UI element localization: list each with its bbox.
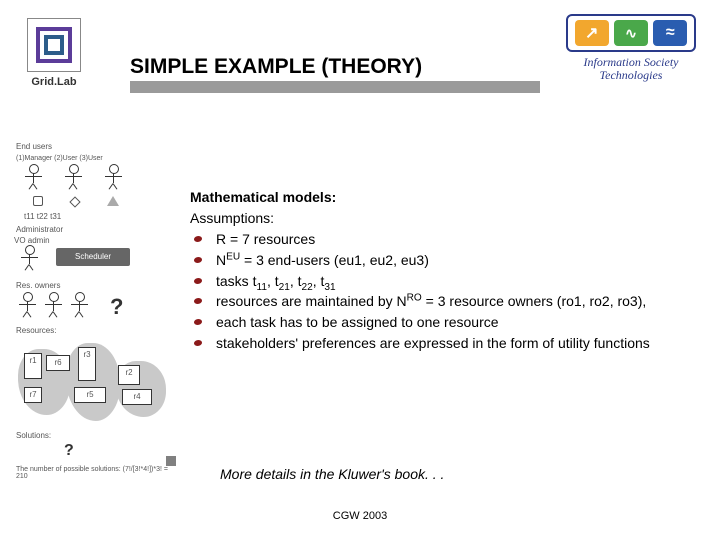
- resource-box: r2: [118, 365, 140, 385]
- stick-figure-icon: [16, 292, 38, 322]
- slide-title: SIMPLE EXAMPLE (THEORY): [130, 55, 540, 81]
- stick-figure-icon: [42, 292, 64, 322]
- diagram-end-users-label: End users: [16, 142, 176, 151]
- gridlab-logo-label: Grid.Lab: [18, 76, 90, 88]
- gridlab-logo-icon: [27, 18, 81, 72]
- diagram-solutions-label: Solutions:: [16, 431, 176, 440]
- stick-figure-icon: [18, 245, 40, 275]
- stick-figure-icon: [22, 164, 44, 194]
- bullet-item: stakeholders' preferences are expressed …: [208, 334, 690, 353]
- diagram-tasks-label: t11 t22 t31: [24, 212, 176, 221]
- footer: CGW 2003: [0, 510, 720, 522]
- diamond-icon: [70, 196, 81, 207]
- scheduler-box: Scheduler: [56, 248, 130, 266]
- resource-box: r3: [78, 347, 96, 381]
- question-mark-icon: ?: [110, 294, 123, 320]
- stick-figure-icon: [102, 164, 124, 194]
- content-heading: Mathematical models:: [190, 188, 690, 207]
- bullet-item: resources are maintained by NRO = 3 reso…: [208, 292, 690, 311]
- stick-figure-icon: [68, 292, 90, 322]
- header: Grid.Lab SIMPLE EXAMPLE (THEORY) ↗ ∿ ≈ I…: [0, 0, 720, 110]
- resource-box: r6: [46, 355, 70, 371]
- shape-row: [20, 196, 176, 208]
- octagon-icon: [33, 196, 43, 206]
- diagram-vo-label: VO admin: [14, 236, 50, 245]
- slide-title-block: SIMPLE EXAMPLE (THEORY): [130, 55, 540, 93]
- diagram-resowners-label: Res. owners: [16, 281, 176, 290]
- content-block: Mathematical models: Assumptions: R = 7 …: [190, 188, 690, 355]
- stick-row: [14, 164, 176, 196]
- question-mark-icon: ?: [64, 442, 176, 460]
- ist-logo-icon: ↗ ∿ ≈: [566, 14, 696, 52]
- ist-logo: ↗ ∿ ≈ Information Society Technologies: [558, 14, 704, 82]
- diagram-managers-label: (1)Manager (2)User (3)User: [16, 155, 176, 162]
- resource-box: r1: [24, 353, 42, 379]
- diagram-admin-label: Administrator: [16, 225, 176, 234]
- title-underline-bar: [130, 81, 540, 93]
- stick-figure-icon: [62, 164, 84, 194]
- footnote: More details in the Kluwer's book. . .: [220, 466, 700, 482]
- resource-blobs: r1 r6 r3 r7 r5 r2 r4: [18, 339, 170, 427]
- bullet-item: NEU = 3 end-users (eu1, eu2, eu3): [208, 251, 690, 270]
- ist-label-line2: Technologies: [600, 68, 663, 82]
- bullet-list: R = 7 resources NEU = 3 end-users (eu1, …: [190, 230, 690, 353]
- left-diagram: End users (1)Manager (2)User (3)User t11…: [14, 138, 176, 478]
- ist-label-line1: Information Society: [584, 55, 679, 69]
- diagram-resources-label: Resources:: [16, 326, 176, 335]
- ist-logo-label: Information Society Technologies: [558, 56, 704, 82]
- resource-box: r4: [122, 389, 152, 405]
- gridlab-logo: Grid.Lab: [18, 18, 90, 88]
- grey-square-icon: [166, 456, 176, 466]
- resource-box: r7: [24, 387, 42, 403]
- bullet-item: tasks t11, t21, t22, t31: [208, 272, 690, 291]
- triangle-icon: [107, 196, 119, 206]
- resource-box: r5: [74, 387, 106, 403]
- diagram-combo-label: The number of possible solutions: (7!/[3…: [16, 466, 176, 480]
- bullet-item: R = 7 resources: [208, 230, 690, 249]
- bullet-item: each task has to be assigned to one reso…: [208, 313, 690, 332]
- content-subheading: Assumptions:: [190, 209, 690, 228]
